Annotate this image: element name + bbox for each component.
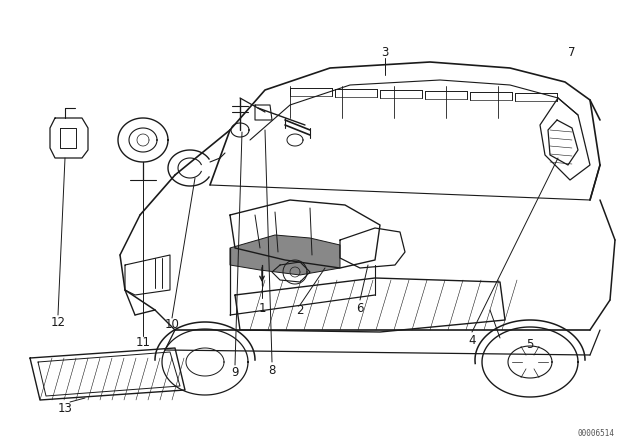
Text: 00006514: 00006514 [578, 429, 615, 438]
Text: 7: 7 [568, 46, 576, 59]
Text: 12: 12 [51, 315, 65, 328]
Text: 9: 9 [231, 366, 239, 379]
Text: 2: 2 [296, 303, 304, 316]
Text: 1: 1 [259, 302, 266, 314]
Text: 3: 3 [381, 46, 388, 59]
Text: 8: 8 [268, 363, 276, 376]
Text: 4: 4 [468, 333, 476, 346]
Text: 10: 10 [164, 319, 179, 332]
Text: 6: 6 [356, 302, 364, 314]
Text: 5: 5 [526, 339, 534, 352]
Text: 13: 13 [58, 401, 72, 414]
Text: 11: 11 [136, 336, 150, 349]
Polygon shape [230, 235, 340, 275]
